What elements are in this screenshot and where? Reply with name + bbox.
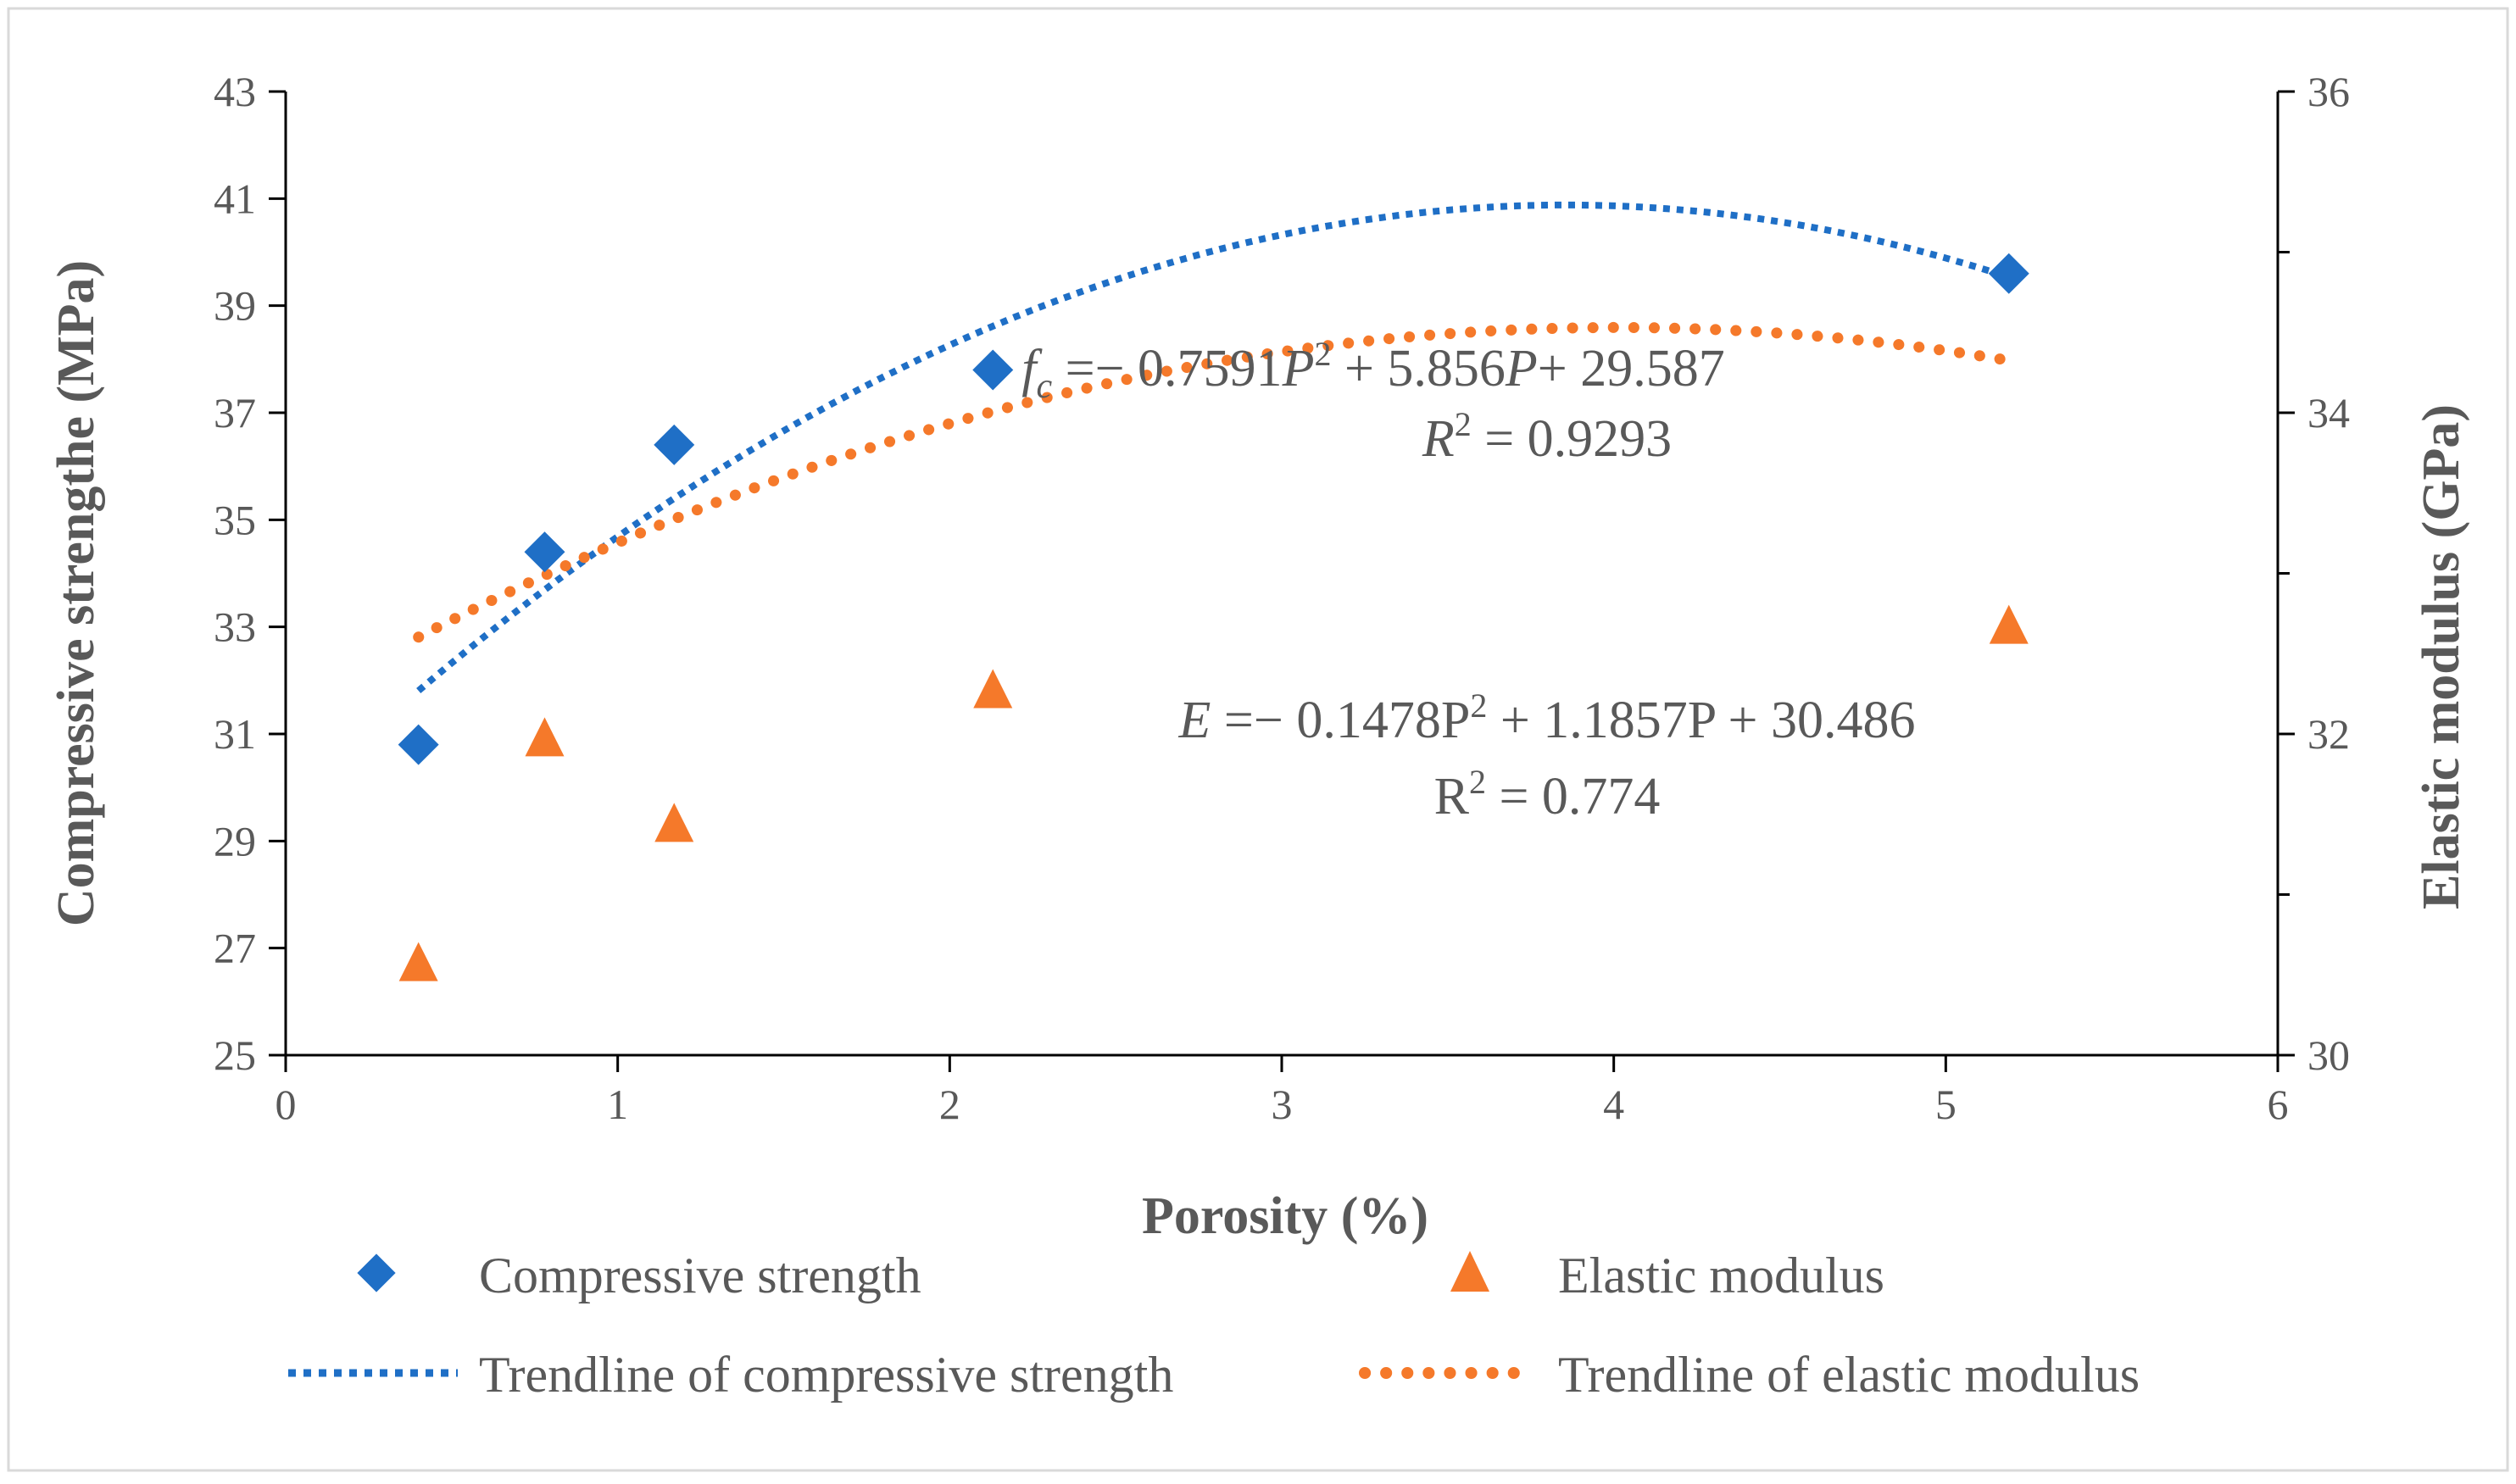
- trendlines: [413, 201, 2015, 694]
- left-y-tick-label: 35: [214, 496, 256, 543]
- marker-elastic-modulus: [525, 717, 565, 757]
- x-tick-label: 5: [1935, 1081, 1957, 1128]
- e-r-squared: R2 = 0.774: [1434, 763, 1661, 825]
- trendline-compressive-strength: [416, 201, 2011, 694]
- right-y-tick-label: 36: [2307, 68, 2350, 115]
- legend-label-elastic-trend: Trendline of elastic modulus: [1558, 1347, 2140, 1403]
- left-y-tick-label: 41: [214, 175, 256, 222]
- marker-elastic-modulus: [1989, 604, 2029, 644]
- right-y-tick-label: 34: [2307, 389, 2350, 436]
- right-y-axis-title: Elastic modulus (GPa): [2413, 404, 2470, 909]
- marker-compressive-strength: [524, 531, 565, 573]
- x-tick-label: 2: [939, 1081, 960, 1128]
- x-tick-label: 3: [1272, 1081, 1293, 1128]
- x-axis-title: Porosity (%): [1142, 1187, 1428, 1245]
- legend-label-compressive-strength: Compressive strength: [479, 1248, 921, 1303]
- left-y-tick-label: 39: [214, 282, 256, 330]
- right-y-tick-label: 30: [2307, 1031, 2350, 1079]
- legend-label-elastic-modulus: Elastic modulus: [1558, 1248, 1884, 1303]
- left-y-tick-label: 43: [214, 68, 256, 115]
- left-y-tick-label: 27: [214, 925, 256, 972]
- legend-label-compressive-trend: Trendline of compressive strength: [479, 1347, 1173, 1403]
- marker-elastic-modulus: [654, 803, 694, 842]
- data-markers: [398, 253, 2029, 981]
- left-y-tick-label: 25: [214, 1031, 256, 1079]
- marker-compressive-strength: [1988, 253, 2029, 294]
- fc-r-squared: R2 = 0.9293: [1422, 405, 1672, 468]
- x-tick-label: 4: [1603, 1081, 1624, 1128]
- marker-compressive-strength: [398, 724, 439, 765]
- legend: Compressive strength Elastic modulus Tre…: [288, 1248, 2140, 1403]
- left-y-tick-label: 31: [214, 710, 256, 758]
- marker-compressive-strength: [972, 349, 1014, 391]
- e-equation: E =− 0.1478P2 + 1.1857P + 30.486: [1178, 686, 1916, 749]
- marker-elastic-modulus: [398, 942, 438, 981]
- x-tick-label: 6: [2268, 1081, 2289, 1128]
- x-tick-label: 1: [607, 1081, 628, 1128]
- x-tick-label: 0: [276, 1081, 297, 1128]
- legend-marker-elastic-modulus: [1450, 1251, 1489, 1292]
- fc-equation: fc =− 0.7591P2 + 5.856P+ 29.587: [1021, 335, 1725, 406]
- right-y-tick-label: 32: [2307, 710, 2350, 758]
- left-y-tick-label: 33: [214, 603, 256, 651]
- left-y-axis-title: Compressive strengthe (MPa): [47, 260, 105, 926]
- left-y-tick-label: 29: [214, 817, 256, 864]
- left-y-tick-label: 37: [214, 389, 256, 436]
- marker-compressive-strength: [654, 424, 695, 465]
- marker-elastic-modulus: [973, 669, 1013, 709]
